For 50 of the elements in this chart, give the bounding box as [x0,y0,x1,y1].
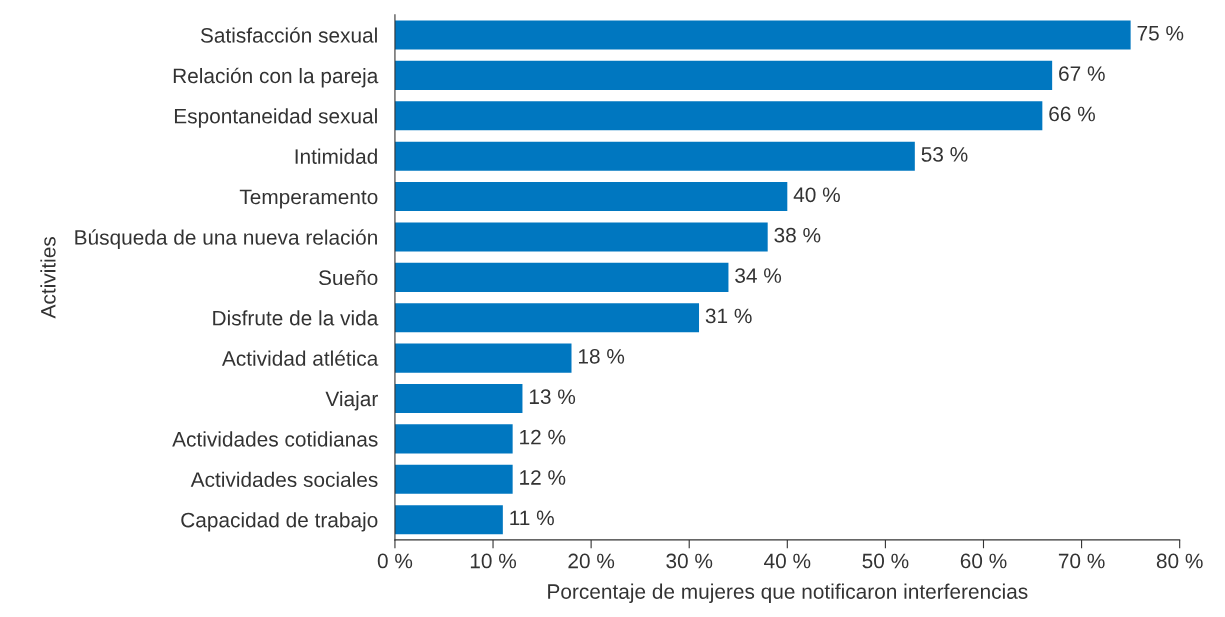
y-tick-label: Temperamento [239,189,378,209]
x-tick-label: 60 % [960,553,1007,569]
data-label: 53 % [921,147,968,162]
y-axis-title: Activities [40,237,56,319]
y-tick-label: Actividades sociales [190,471,378,488]
data-label: 18 % [578,348,625,364]
x-tick-label: 50 % [862,553,909,569]
data-label: 67 % [1059,66,1105,81]
data-label: 66 % [1049,106,1095,122]
bar [394,343,572,373]
data-label: 12 % [520,429,566,445]
data-label: 34 % [735,268,782,283]
bar [394,383,523,414]
bar [394,303,700,333]
bar [394,182,788,212]
data-label: 75 % [1137,25,1184,41]
x-tick-label: 20 % [568,553,615,569]
y-tick-label: Satisfacción sexual [200,27,377,43]
y-tick-label: Actividades cotidianas [172,431,378,447]
data-label: 12 % [520,470,566,485]
bar [394,262,729,292]
y-tick-label: Capacidad de trabajo [181,512,378,532]
y-tick-label: Sueño [318,269,378,286]
data-label: 31 % [705,308,752,324]
y-tick-label: Actividad atlética [221,350,379,366]
data-label: 40 % [793,187,840,203]
bar [394,20,1131,50]
x-tick-label: 80 % [1156,553,1203,569]
x-axis-title: Porcentaje de mujeres que notificaron interferencias [548,583,1028,604]
x-tick-label: 0 % [377,553,413,569]
bar [394,424,513,454]
y-tick-label: Espontaneidad sexual [174,108,377,128]
bar [394,464,513,494]
x-tick-label: 70 % [1058,553,1105,569]
bar [394,222,768,252]
bar [394,60,1053,90]
y-tick-label: Relación con la pareja [173,67,379,88]
bar [394,101,1043,131]
bar [394,141,915,171]
x-tick-label: 30 % [666,553,713,569]
y-tick-label: Viajar [325,390,378,411]
x-tick-label: 40 % [764,553,811,569]
bar [394,505,503,535]
data-label: 38 % [774,227,821,243]
y-tick-label: Intimidad [295,148,377,164]
data-label: 11 % [510,510,554,526]
data-label: 13 % [529,389,576,405]
x-tick-label: 10 % [470,553,517,569]
y-tick-label: Disfrute de la vida [213,310,379,326]
y-tick-label: Búsqueda de una nueva relación [75,229,377,249]
